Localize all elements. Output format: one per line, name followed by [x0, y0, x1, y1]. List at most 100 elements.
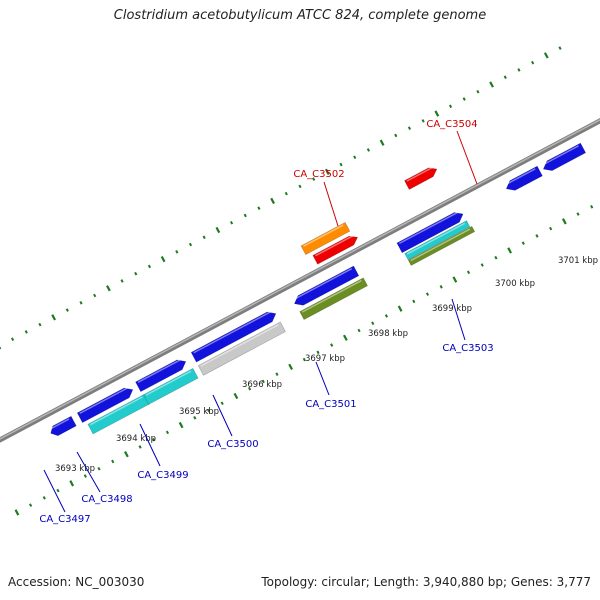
gene-red-1[interactable] [312, 233, 360, 265]
gene-g[interactable] [504, 165, 543, 194]
cds-olive-1[interactable] [299, 277, 368, 320]
tick-mark [257, 206, 261, 210]
tick-mark [494, 255, 498, 260]
tick-mark [152, 437, 156, 442]
tick-mark [175, 250, 179, 254]
tick-mark [51, 314, 57, 321]
tick-marks [0, 46, 594, 516]
scale-label: 3695 kbp [179, 407, 219, 417]
tick-mark [353, 155, 357, 160]
gene-label-ca-c3501[interactable]: CA_C3501 [305, 399, 356, 410]
tick-mark [284, 191, 288, 196]
tick-mark [357, 328, 361, 333]
scale-label: 3694 kbp [116, 434, 156, 444]
tick-mark [56, 488, 60, 493]
gene-label-ca-c3498[interactable]: CA_C3498 [81, 494, 132, 505]
tick-mark [298, 184, 302, 189]
tick-mark [206, 408, 211, 413]
gene-labels: CA_C3497 CA_C3498 CA_C3499 CA_C3500 CA_C3501… [39, 119, 493, 525]
tick-mark [421, 119, 425, 123]
label-leaders [43, 130, 478, 513]
tick-mark [439, 285, 443, 289]
tick-mark [590, 204, 594, 209]
tick-mark [69, 480, 75, 487]
tick-mark [503, 75, 507, 80]
tick-mark [452, 276, 458, 283]
tick-mark [394, 133, 398, 138]
scale-label: 3693 kbp [55, 464, 95, 474]
tick-mark [97, 466, 101, 471]
cds-cyan-2[interactable] [143, 368, 199, 405]
gene-h[interactable] [541, 142, 587, 174]
gene-b[interactable] [76, 385, 135, 424]
label-leader [451, 298, 466, 341]
tick-mark [243, 213, 247, 218]
tick-mark [220, 401, 224, 406]
gene-label-ca-c3504[interactable]: CA_C3504 [426, 119, 477, 130]
tick-mark [83, 474, 87, 478]
gene-f[interactable] [396, 209, 466, 254]
tick-mark [111, 459, 115, 464]
tick-mark [462, 97, 466, 101]
tick-mark [65, 308, 69, 312]
tick-mark [160, 255, 166, 263]
tick-mark [275, 372, 279, 376]
gene-e[interactable] [292, 265, 360, 309]
label-leader [43, 469, 66, 513]
gene-label-ca-c3499[interactable]: CA_C3499 [137, 470, 188, 481]
tick-mark [342, 334, 348, 341]
tick-mark [215, 226, 221, 234]
gene-d[interactable] [190, 309, 278, 363]
tick-mark [202, 235, 206, 240]
tick-mark [476, 89, 480, 94]
tick-mark [517, 68, 521, 72]
gene-label-ca-c3497[interactable]: CA_C3497 [39, 514, 90, 525]
tick-mark [339, 162, 343, 167]
gene-label-ca-c3502[interactable]: CA_C3502 [293, 169, 344, 180]
tick-mark [247, 386, 252, 391]
tick-mark [29, 503, 33, 507]
tick-mark [521, 241, 525, 245]
map-title: Clostridium acetobutylicum ATCC 824, com… [113, 8, 487, 23]
backbone [0, 118, 600, 443]
tick-mark [379, 139, 385, 146]
tick-mark [147, 264, 152, 269]
gene-label-ca-c3503[interactable]: CA_C3503 [442, 343, 493, 354]
scale-label: 3700 kbp [495, 279, 535, 289]
label-leader [456, 130, 478, 185]
tick-mark [384, 314, 389, 318]
scale-label: 3696 kbp [242, 380, 282, 390]
cds-cyan-3[interactable] [404, 220, 471, 261]
tick-mark [549, 226, 553, 231]
cds-olive-2[interactable] [407, 225, 476, 266]
tick-mark [507, 247, 512, 254]
gene-c[interactable] [135, 357, 189, 393]
tick-mark [124, 451, 129, 458]
tick-mark [371, 321, 375, 326]
scale-label: 3699 kbp [432, 304, 472, 314]
tick-mark [42, 496, 46, 500]
gene-label-ca-c3500[interactable]: CA_C3500 [207, 439, 258, 450]
tick-mark [561, 218, 567, 225]
tick-mark [14, 509, 20, 516]
tick-mark [270, 197, 275, 205]
gene-orange[interactable] [300, 221, 351, 256]
tick-mark [397, 305, 403, 312]
tick-mark [558, 46, 562, 50]
tick-mark [316, 350, 320, 355]
tick-mark [543, 52, 549, 59]
tick-mark [531, 60, 535, 65]
tick-mark [105, 285, 111, 292]
tick-mark [466, 270, 471, 275]
tick-mark [93, 293, 97, 298]
tick-mark [188, 242, 193, 247]
cds-gray[interactable] [197, 321, 286, 376]
tick-mark [79, 300, 83, 305]
tick-mark [480, 263, 484, 267]
tick-mark [193, 416, 197, 420]
genome-summary: Topology: circular; Length: 3,940,880 bp… [261, 575, 591, 589]
gene-a[interactable] [48, 415, 77, 438]
gene-red-2[interactable] [404, 165, 440, 190]
accession-text: Accession: NC_003030 [8, 575, 145, 589]
